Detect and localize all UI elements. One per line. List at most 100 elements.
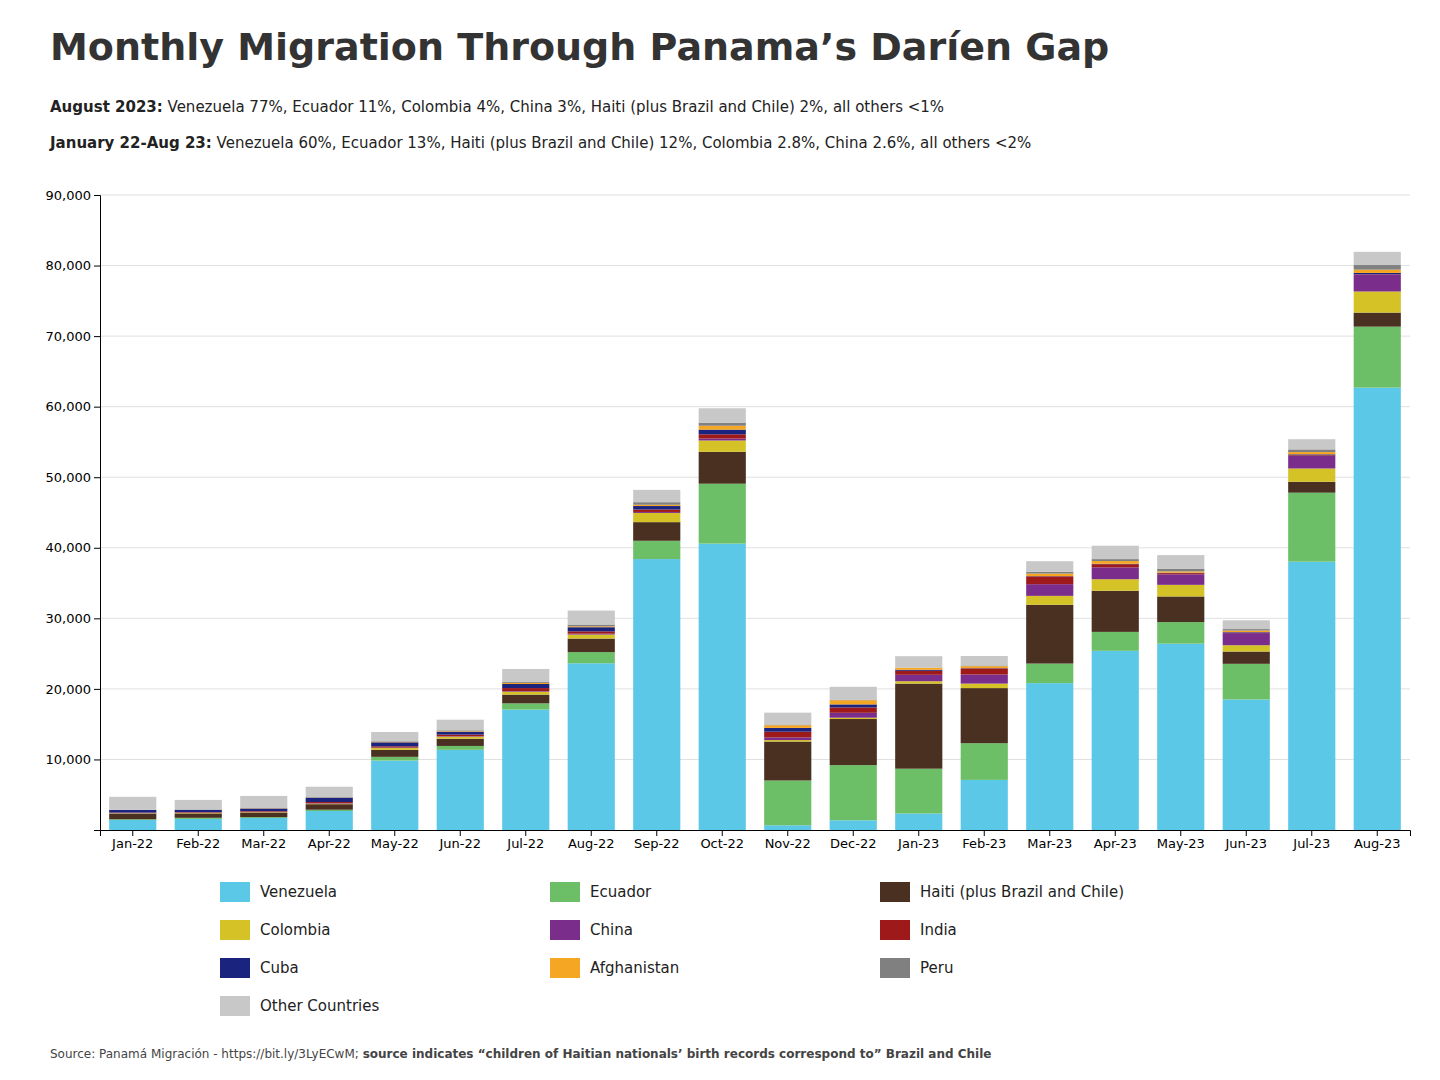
bar: [895, 671, 942, 675]
bar: [1288, 449, 1335, 452]
x-tick-mark: [591, 830, 592, 836]
bar: [1026, 683, 1073, 830]
x-tick-mark: [1180, 830, 1181, 836]
legend-swatch: [550, 882, 580, 902]
y-tick-label: 50,000: [46, 470, 92, 485]
bar: [1354, 388, 1401, 830]
legend-item: China: [550, 920, 633, 940]
x-tick-mark: [1049, 830, 1050, 836]
legend-swatch: [880, 958, 910, 978]
subtitle-part: Venezuela 60%, Ecuador 13%, Haiti (plus …: [212, 134, 1031, 152]
y-tick-mark: [94, 477, 100, 478]
subtitle-part: January 22-Aug 23:: [49, 134, 212, 152]
bar: [109, 820, 156, 830]
bar: [830, 718, 877, 719]
bar: [1288, 562, 1335, 830]
bar: [830, 687, 877, 700]
x-tick: Apr-22: [308, 830, 351, 851]
legend-swatch: [220, 920, 250, 940]
bar: [371, 748, 418, 750]
x-tick: Jun-23: [1224, 830, 1267, 851]
bar: [1288, 455, 1335, 457]
series: [109, 265, 1401, 810]
y-tick-mark: [94, 689, 100, 690]
bar: [961, 780, 1008, 830]
y-tick-mark: [94, 195, 100, 196]
series: [109, 313, 1401, 820]
bar: [1157, 622, 1204, 644]
bar: [437, 720, 484, 731]
x-tick: Aug-22: [568, 830, 615, 851]
y-tick: 50,000: [46, 470, 101, 485]
bar: [568, 627, 615, 631]
bar: [699, 430, 746, 435]
legend-label: Peru: [920, 959, 953, 977]
bar: [502, 683, 549, 684]
x-tick-label: Jan-23: [897, 836, 939, 851]
y-tick-label: 10,000: [46, 752, 92, 767]
bar: [1092, 564, 1139, 567]
x-tick-mark: [1377, 830, 1378, 836]
bar: [371, 732, 418, 741]
x-tick-label: Oct-22: [700, 836, 744, 851]
series: [109, 291, 1401, 813]
bar: [961, 666, 1008, 668]
bar: [699, 544, 746, 830]
x-tick-label: Feb-23: [962, 836, 1006, 851]
bar: [568, 635, 615, 639]
legend: VenezuelaEcuadorHaiti (plus Brazil and C…: [220, 882, 1124, 1016]
bar: [895, 769, 942, 814]
bar: [1157, 573, 1204, 574]
legend-label: Afghanistan: [590, 959, 679, 977]
x-tick-mark: [722, 830, 723, 836]
legend-item: Other Countries: [220, 996, 379, 1016]
legend-swatch: [880, 920, 910, 940]
bar: [240, 796, 287, 808]
y-tick: 90,000: [46, 188, 101, 203]
x-tick-label: Aug-22: [568, 836, 615, 851]
bar: [240, 811, 287, 812]
x-tick-label: Dec-22: [830, 836, 876, 851]
subtitle-part: August 2023:: [50, 98, 163, 116]
x-tick: May-23: [1157, 830, 1205, 851]
series: [109, 270, 1401, 810]
bar: [109, 814, 156, 820]
bar: [1026, 596, 1073, 605]
bar: [1223, 664, 1270, 700]
bar: [699, 408, 746, 422]
x-tick-label: Apr-22: [308, 836, 351, 851]
x-tick: Nov-22: [765, 830, 811, 851]
bar: [502, 695, 549, 704]
chart: Monthly Migration Through Panama’s Daríe…: [0, 0, 1440, 1080]
x-tick-label: Feb-22: [176, 836, 220, 851]
bar: [371, 750, 418, 757]
bar: [1223, 629, 1270, 630]
legend-item: Afghanistan: [550, 958, 679, 978]
bar: [830, 719, 877, 765]
y-tick-label: 60,000: [46, 399, 92, 414]
title: Monthly Migration Through Panama’s Daríe…: [50, 25, 1109, 69]
bar: [961, 668, 1008, 674]
x-axis-line: [101, 831, 1411, 837]
legend-item: Colombia: [220, 920, 331, 940]
bar: [1026, 561, 1073, 572]
x-tick: Jul-23: [1292, 830, 1330, 851]
bar: [895, 668, 942, 670]
x-tick: May-22: [371, 830, 419, 851]
series: [109, 274, 1401, 813]
x-tick-mark: [198, 830, 199, 836]
bar: [1223, 699, 1270, 830]
y-tick-mark: [94, 266, 100, 267]
bar: [633, 509, 680, 511]
bar: [1288, 452, 1335, 454]
x-tick-mark: [525, 830, 526, 836]
bar: [502, 703, 549, 709]
bar: [895, 684, 942, 769]
x-tick-mark: [329, 830, 330, 836]
bar: [895, 675, 942, 681]
bar: [502, 710, 549, 830]
bar: [175, 812, 222, 813]
y-tick-label: 20,000: [46, 682, 92, 697]
bar: [1157, 644, 1204, 830]
x-tick-label: Jun-22: [438, 836, 481, 851]
